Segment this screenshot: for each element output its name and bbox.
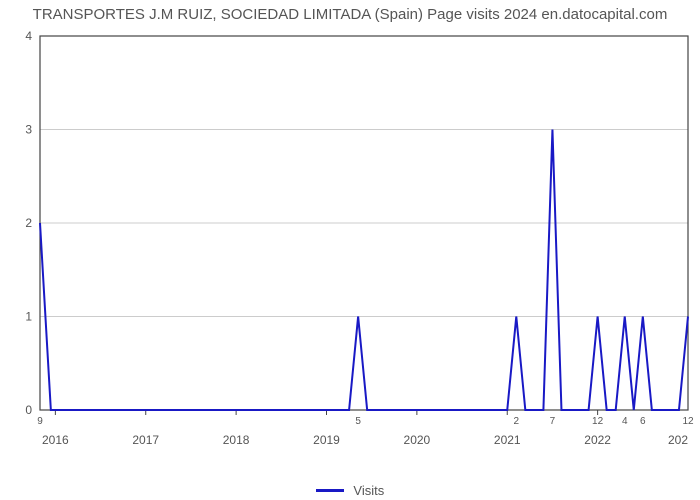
svg-text:12: 12	[682, 416, 694, 427]
svg-text:2019: 2019	[313, 433, 340, 447]
svg-text:0: 0	[25, 403, 32, 417]
svg-text:3: 3	[25, 123, 32, 137]
svg-text:202: 202	[668, 433, 688, 447]
svg-text:2: 2	[514, 416, 520, 427]
svg-text:2020: 2020	[404, 433, 431, 447]
svg-text:2016: 2016	[42, 433, 69, 447]
svg-text:2017: 2017	[132, 433, 159, 447]
legend: Visits	[0, 482, 700, 498]
chart-title: TRANSPORTES J.M RUIZ, SOCIEDAD LIMITADA …	[0, 0, 700, 23]
legend-swatch	[316, 489, 344, 492]
svg-text:2: 2	[25, 216, 32, 230]
svg-text:2018: 2018	[223, 433, 250, 447]
legend-label: Visits	[353, 483, 384, 498]
line-chart-svg: 0123420162017201820192020202120222029527…	[0, 30, 700, 460]
svg-text:6: 6	[640, 416, 646, 427]
svg-text:9: 9	[37, 416, 43, 427]
svg-text:4: 4	[25, 30, 32, 43]
svg-text:2021: 2021	[494, 433, 521, 447]
svg-text:4: 4	[622, 416, 628, 427]
svg-text:1: 1	[25, 310, 32, 324]
svg-text:12: 12	[592, 416, 604, 427]
svg-text:7: 7	[550, 416, 556, 427]
chart-area: 0123420162017201820192020202120222029527…	[0, 30, 700, 480]
svg-text:2022: 2022	[584, 433, 611, 447]
svg-text:5: 5	[355, 416, 361, 427]
